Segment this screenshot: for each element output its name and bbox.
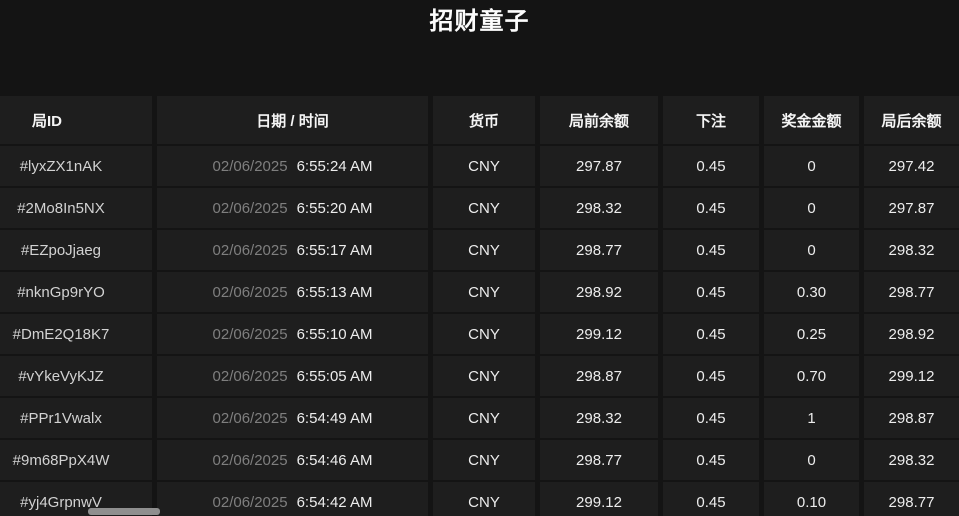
cell-round_id: #nknGp9rYO <box>0 272 152 312</box>
cell-bet: 0.45 <box>663 146 759 186</box>
cell-bonus: 0.25 <box>764 314 859 354</box>
cell-datetime: 02/06/2025 6:54:49 AM <box>157 398 428 438</box>
cell-currency: CNY <box>433 314 535 354</box>
time-text: 6:54:42 AM <box>296 493 373 511</box>
cell-bet: 0.45 <box>663 314 759 354</box>
date-text: 02/06/2025 <box>212 493 288 511</box>
cell-datetime: 02/06/2025 6:54:46 AM <box>157 440 428 480</box>
cell-balance_after: 298.32 <box>864 440 959 480</box>
cell-currency: CNY <box>433 356 535 396</box>
cell-currency: CNY <box>433 482 535 516</box>
date-text: 02/06/2025 <box>212 409 288 427</box>
cell-bonus: 0 <box>764 440 859 480</box>
cell-bet: 0.45 <box>663 398 759 438</box>
date-text: 02/06/2025 <box>212 325 288 343</box>
column-header-round_id: 局ID <box>0 96 152 144</box>
date-text: 02/06/2025 <box>212 241 288 259</box>
cell-datetime: 02/06/2025 6:55:20 AM <box>157 188 428 228</box>
cell-bet: 0.45 <box>663 230 759 270</box>
cell-round_id: #vYkeVyKJZ <box>0 356 152 396</box>
cell-balance_before: 298.32 <box>540 398 658 438</box>
cell-currency: CNY <box>433 230 535 270</box>
cell-balance_after: 298.77 <box>864 272 959 312</box>
cell-round_id: #yj4GrpnwV <box>0 482 152 516</box>
cell-balance_before: 299.12 <box>540 314 658 354</box>
cell-bet: 0.45 <box>663 188 759 228</box>
cell-bonus: 0.30 <box>764 272 859 312</box>
cell-datetime: 02/06/2025 6:55:17 AM <box>157 230 428 270</box>
cell-balance_before: 298.77 <box>540 230 658 270</box>
cell-currency: CNY <box>433 440 535 480</box>
time-text: 6:55:13 AM <box>296 283 373 301</box>
cell-currency: CNY <box>433 398 535 438</box>
cell-currency: CNY <box>433 272 535 312</box>
time-text: 6:55:17 AM <box>296 241 373 259</box>
date-text: 02/06/2025 <box>212 283 288 301</box>
cell-balance_after: 298.32 <box>864 230 959 270</box>
date-text: 02/06/2025 <box>212 367 288 385</box>
cell-balance_before: 298.87 <box>540 356 658 396</box>
cell-bonus: 0 <box>764 188 859 228</box>
cell-round_id: #EZpoJjaeg <box>0 230 152 270</box>
column-header-balance_before: 局前余额 <box>540 96 658 144</box>
cell-round_id: #lyxZX1nAK <box>0 146 152 186</box>
cell-balance_before: 297.87 <box>540 146 658 186</box>
cell-round_id: #PPr1Vwalx <box>0 398 152 438</box>
cell-balance_before: 298.32 <box>540 188 658 228</box>
page-title: 招财童子 <box>429 8 530 35</box>
column-header-currency: 货币 <box>433 96 535 144</box>
cell-balance_after: 297.87 <box>864 188 959 228</box>
date-text: 02/06/2025 <box>212 157 288 175</box>
cell-bonus: 0 <box>764 146 859 186</box>
cell-currency: CNY <box>433 188 535 228</box>
time-text: 6:54:46 AM <box>296 451 373 469</box>
time-text: 6:55:24 AM <box>296 157 373 175</box>
cell-bet: 0.45 <box>663 356 759 396</box>
cell-bet: 0.45 <box>663 440 759 480</box>
cell-bonus: 0 <box>764 230 859 270</box>
cell-balance_before: 298.77 <box>540 440 658 480</box>
horizontal-scrollbar-thumb[interactable] <box>88 508 160 515</box>
cell-datetime: 02/06/2025 6:55:13 AM <box>157 272 428 312</box>
history-table: 局ID 日期 / 时间 货币 局前余额 下注 奖金金额 局后余额 #lyxZX1nAK 02/0… <box>0 96 959 516</box>
cell-balance_after: 298.77 <box>864 482 959 516</box>
cell-currency: CNY <box>433 146 535 186</box>
cell-balance_after: 299.12 <box>864 356 959 396</box>
time-text: 6:55:20 AM <box>296 199 373 217</box>
time-text: 6:54:49 AM <box>296 409 373 427</box>
cell-balance_before: 299.12 <box>540 482 658 516</box>
column-header-bonus: 奖金金额 <box>764 96 859 144</box>
cell-bonus: 0.10 <box>764 482 859 516</box>
cell-bet: 0.45 <box>663 272 759 312</box>
cell-round_id: #2Mo8In5NX <box>0 188 152 228</box>
cell-datetime: 02/06/2025 6:55:24 AM <box>157 146 428 186</box>
time-text: 6:55:05 AM <box>296 367 373 385</box>
cell-bet: 0.45 <box>663 482 759 516</box>
column-header-bet: 下注 <box>663 96 759 144</box>
cell-round_id: #DmE2Q18K7 <box>0 314 152 354</box>
cell-datetime: 02/06/2025 6:55:10 AM <box>157 314 428 354</box>
cell-balance_after: 298.87 <box>864 398 959 438</box>
cell-balance_before: 298.92 <box>540 272 658 312</box>
date-text: 02/06/2025 <box>212 199 288 217</box>
cell-datetime: 02/06/2025 6:55:05 AM <box>157 356 428 396</box>
time-text: 6:55:10 AM <box>296 325 373 343</box>
cell-datetime: 02/06/2025 6:54:42 AM <box>157 482 428 516</box>
column-header-datetime: 日期 / 时间 <box>157 96 428 144</box>
cell-balance_after: 297.42 <box>864 146 959 186</box>
cell-balance_after: 298.92 <box>864 314 959 354</box>
column-header-balance_after: 局后余额 <box>864 96 959 144</box>
cell-bonus: 1 <box>764 398 859 438</box>
date-text: 02/06/2025 <box>212 451 288 469</box>
cell-bonus: 0.70 <box>764 356 859 396</box>
cell-round_id: #9m68PpX4W <box>0 440 152 480</box>
